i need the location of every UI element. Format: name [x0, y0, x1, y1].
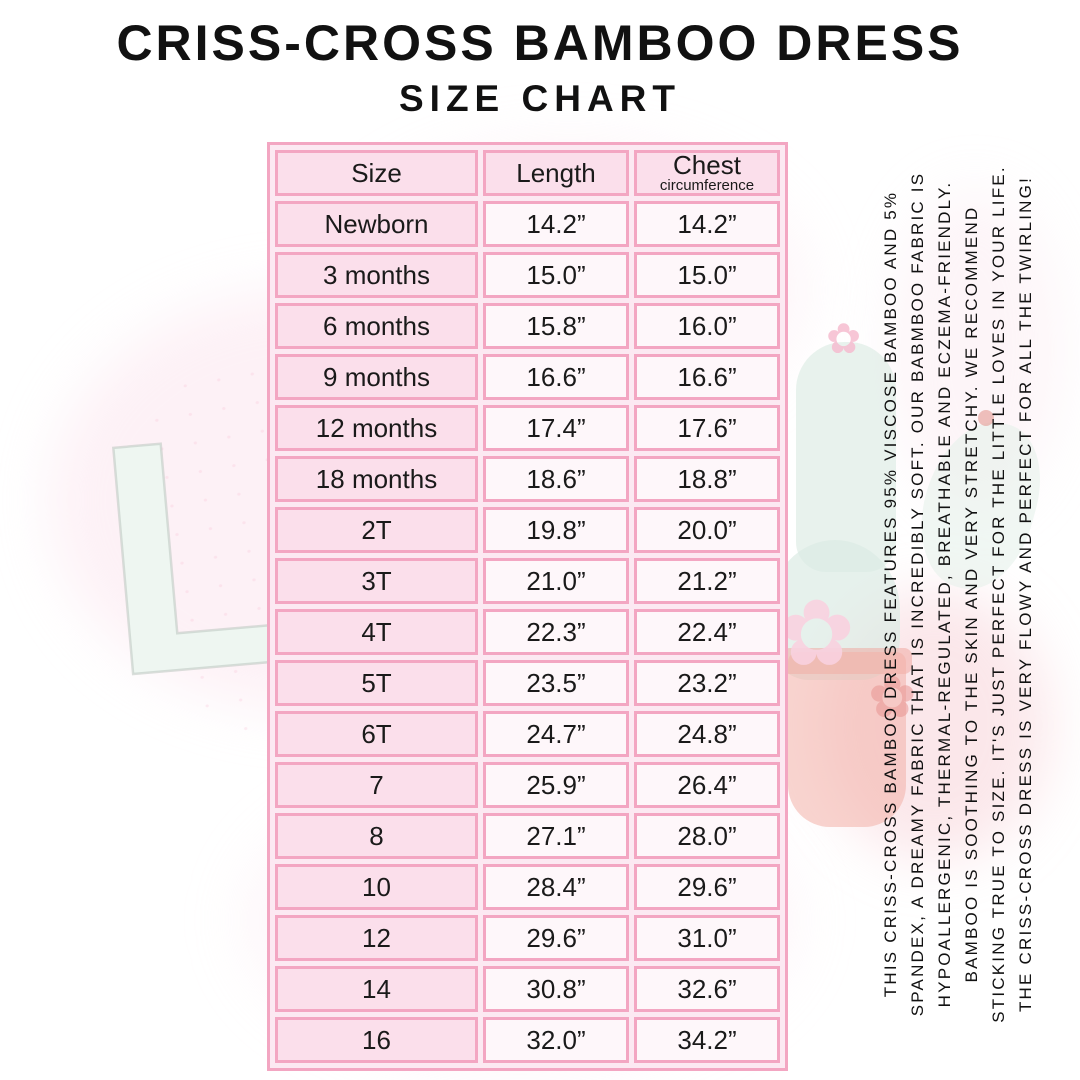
table-row: 4T 22.3” 22.4”	[275, 609, 780, 655]
cell-size: 6T	[275, 711, 478, 757]
side-text-line: BAMBOO IS SOOTHING TO THE SKIN AND VERY …	[962, 205, 981, 983]
col-header-chest-sublabel: circumference	[659, 177, 755, 194]
cell-length: 25.9”	[483, 762, 629, 808]
header-row: Size Length Chest circumference	[275, 150, 780, 196]
side-text-line: SPANDEX, A DREAMY FABRIC THAT IS INCREDI…	[908, 171, 927, 1017]
table-row: 16 32.0” 34.2”	[275, 1017, 780, 1063]
page-title: CRISS-CROSS BAMBOO DRESS	[116, 15, 964, 71]
cell-size: 12 months	[275, 405, 478, 451]
col-header-chest-label: Chest	[673, 150, 741, 180]
cell-size: 3T	[275, 558, 478, 604]
flower-icon: ✿	[778, 580, 856, 687]
cell-length: 28.4”	[483, 864, 629, 910]
cell-size: Newborn	[275, 201, 478, 247]
side-text-line: STICKING TRUE TO SIZE. IT'S JUST PERFECT…	[989, 165, 1008, 1023]
table-row: 6 months 15.8” 16.0”	[275, 303, 780, 349]
cell-length: 23.5”	[483, 660, 629, 706]
cell-chest: 29.6”	[634, 864, 780, 910]
cell-length: 30.8”	[483, 966, 629, 1012]
cell-length: 15.0”	[483, 252, 629, 298]
cell-chest: 18.8”	[634, 456, 780, 502]
table-row: 3T 21.0” 21.2”	[275, 558, 780, 604]
cell-length: 15.8”	[483, 303, 629, 349]
cell-length: 24.7”	[483, 711, 629, 757]
table-row: 12 29.6” 31.0”	[275, 915, 780, 961]
table-row: 7 25.9” 26.4”	[275, 762, 780, 808]
cell-size: 14	[275, 966, 478, 1012]
cell-chest: 34.2”	[634, 1017, 780, 1063]
table-row: 8 27.1” 28.0”	[275, 813, 780, 859]
cell-chest: 21.2”	[634, 558, 780, 604]
cell-size: 16	[275, 1017, 478, 1063]
cell-chest: 15.0”	[634, 252, 780, 298]
cell-size: 18 months	[275, 456, 478, 502]
cell-chest: 31.0”	[634, 915, 780, 961]
cell-size: 6 months	[275, 303, 478, 349]
cell-chest: 17.6”	[634, 405, 780, 451]
size-table-header: Size Length Chest circumference	[275, 150, 780, 196]
cell-size: 8	[275, 813, 478, 859]
cell-chest: 22.4”	[634, 609, 780, 655]
cell-chest: 28.0”	[634, 813, 780, 859]
watercolor-berry	[978, 410, 994, 426]
cell-size: 7	[275, 762, 478, 808]
cell-length: 16.6”	[483, 354, 629, 400]
table-row: Newborn 14.2” 14.2”	[275, 201, 780, 247]
cell-length: 17.4”	[483, 405, 629, 451]
watercolor-cactus	[796, 342, 896, 572]
side-text-line: THIS CRISS-CROSS BAMBOO DRESS FEATURES 9…	[881, 190, 900, 998]
flower-icon: ✿	[868, 663, 917, 731]
side-text-line: THE CRISS-CROSS DRESS IS VERY FLOWY AND …	[1016, 175, 1035, 1013]
size-table-body: Newborn 14.2” 14.2” 3 months 15.0” 15.0” 6 mon…	[275, 201, 780, 1063]
table-row: 14 30.8” 32.6”	[275, 966, 780, 1012]
header: CRISS-CROSS BAMBOO DRESS SIZE CHART	[0, 0, 1080, 120]
cell-chest: 14.2”	[634, 201, 780, 247]
cell-chest: 32.6”	[634, 966, 780, 1012]
table-row: 3 months 15.0” 15.0”	[275, 252, 780, 298]
cell-length: 21.0”	[483, 558, 629, 604]
side-text-line: HYPOALLERGENIC, THERMAL-REGULATED, BREAT…	[935, 180, 954, 1008]
cell-length: 32.0”	[483, 1017, 629, 1063]
col-header-size: Size	[275, 150, 478, 196]
cell-length: 19.8”	[483, 507, 629, 553]
watercolor-pot	[788, 652, 906, 827]
cell-size: 12	[275, 915, 478, 961]
cell-length: 18.6”	[483, 456, 629, 502]
page-subtitle: SIZE CHART	[399, 78, 681, 119]
cell-chest: 24.8”	[634, 711, 780, 757]
side-text: THIS CRISS-CROSS BAMBOO DRESS FEATURES 9…	[877, 101, 1047, 1080]
table-row: 5T 23.5” 23.2”	[275, 660, 780, 706]
table-row: 18 months 18.6” 18.8”	[275, 456, 780, 502]
cell-size: 9 months	[275, 354, 478, 400]
size-table: Size Length Chest circumference Newborn 1…	[267, 142, 788, 1071]
cell-length: 29.6”	[483, 915, 629, 961]
col-header-length: Length	[483, 150, 629, 196]
cell-size: 2T	[275, 507, 478, 553]
cell-chest: 23.2”	[634, 660, 780, 706]
table-row: 12 months 17.4” 17.6”	[275, 405, 780, 451]
cell-size: 3 months	[275, 252, 478, 298]
flower-icon: ✿	[826, 314, 862, 363]
cell-chest: 26.4”	[634, 762, 780, 808]
cell-chest: 20.0”	[634, 507, 780, 553]
cell-length: 27.1”	[483, 813, 629, 859]
cell-length: 22.3”	[483, 609, 629, 655]
table-row: 10 28.4” 29.6”	[275, 864, 780, 910]
cell-size: 5T	[275, 660, 478, 706]
cell-size: 4T	[275, 609, 478, 655]
cell-chest: 16.0”	[634, 303, 780, 349]
cell-chest: 16.6”	[634, 354, 780, 400]
table-row: 9 months 16.6” 16.6”	[275, 354, 780, 400]
table-row: 6T 24.7” 24.8”	[275, 711, 780, 757]
cell-length: 14.2”	[483, 201, 629, 247]
table-row: 2T 19.8” 20.0”	[275, 507, 780, 553]
cell-size: 10	[275, 864, 478, 910]
col-header-chest: Chest circumference	[634, 150, 780, 196]
